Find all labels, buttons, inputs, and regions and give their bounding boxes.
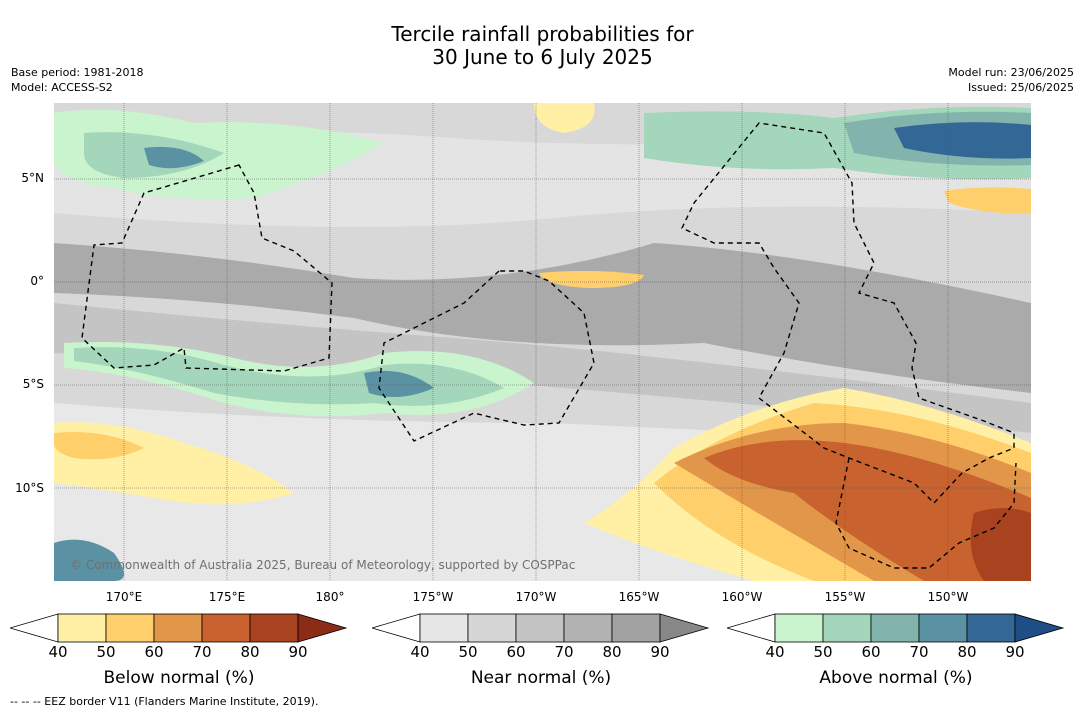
colorbar-swatch	[918, 613, 968, 643]
colorbar-tick-label: 90	[650, 643, 670, 661]
colorbar-extend-low	[727, 613, 776, 643]
colorbar-tick-label: 80	[240, 643, 260, 661]
above-normal-sw-corner	[54, 539, 124, 581]
below-normal-top-patch	[534, 103, 595, 133]
colorbar-tick-label: 80	[602, 643, 622, 661]
colorbar-swatch	[419, 613, 469, 643]
colorbar-tick-label: 70	[192, 643, 212, 661]
lon-label-175w: 175°W	[412, 590, 454, 604]
colorbar-swatch	[563, 613, 613, 643]
lon-label-160w: 160°W	[721, 590, 763, 604]
colorbar-swatch	[870, 613, 920, 643]
below-normal-ne-patch	[944, 187, 1031, 214]
model-name: Model: ACCESS-S2	[11, 81, 113, 94]
eez-border-east	[681, 122, 1015, 505]
above-normal-nw-core	[144, 146, 204, 169]
colorbar-below-swatches	[10, 613, 348, 643]
mid-gray-band	[54, 303, 1031, 433]
colorbar-extend-high	[1014, 613, 1065, 643]
above-normal-sw-core	[364, 370, 434, 397]
colorbar-title-below: Below normal (%)	[103, 668, 255, 688]
lon-label-180: 180°	[315, 590, 345, 604]
colorbar-tick-label: 50	[813, 643, 833, 661]
colorbar-tick-label: 40	[410, 643, 430, 661]
lon-label-150w: 150°W	[927, 590, 969, 604]
colorbar-tick-label: 70	[909, 643, 929, 661]
dark-gray-band	[54, 243, 1031, 393]
colorbar-swatch	[966, 613, 1016, 643]
colorbar-title-near: Near normal (%)	[470, 668, 612, 688]
below-normal-equator	[539, 270, 644, 288]
colorbar-tick-label: 40	[765, 643, 785, 661]
colorbar-below-normal	[10, 613, 348, 643]
colorbar-extend-high	[297, 613, 348, 643]
below-normal-sw-inner	[54, 432, 144, 460]
copyright-notice: © Commonwealth of Australia 2025, Bureau…	[70, 558, 576, 572]
colorbar-above-normal	[727, 613, 1065, 643]
colorbar-swatch	[611, 613, 661, 643]
colorbar-tick-label: 50	[458, 643, 478, 661]
colorbar-tick-label: 60	[144, 643, 164, 661]
base-period: Base period: 1981-2018	[11, 66, 144, 79]
colorbar-tick-label: 90	[288, 643, 308, 661]
colorbar-swatch	[105, 613, 155, 643]
eez-legend-note: -- -- -- EEZ border V11 (Flanders Marine…	[10, 695, 319, 708]
lat-label-10s: 10°S	[15, 481, 44, 495]
eez-border-south-east	[835, 457, 1017, 569]
lon-label-170e: 170°E	[105, 590, 143, 604]
lat-label-5n: 5°N	[21, 171, 44, 185]
colorbar-extend-high	[659, 613, 710, 643]
lat-label-5s: 5°S	[22, 377, 44, 391]
colorbar-tick-label: 90	[1005, 643, 1025, 661]
above-normal-ne-core	[894, 122, 1031, 159]
eez-border-central	[378, 270, 595, 442]
colorbar-swatch	[774, 613, 824, 643]
lon-label-165w: 165°W	[618, 590, 660, 604]
colorbar-tick-label: 60	[506, 643, 526, 661]
colorbar-extend-low	[372, 613, 421, 643]
lat-label-0: 0°	[30, 274, 44, 288]
colorbar-tick-label: 80	[957, 643, 977, 661]
colorbar-near-swatches	[372, 613, 710, 643]
issued-date: Issued: 25/06/2025	[967, 81, 1074, 94]
colorbar-tick-label: 70	[554, 643, 574, 661]
model-run: Model run: 23/06/2025	[948, 66, 1074, 79]
rainfall-probability-map	[54, 103, 1031, 581]
colorbar-near-normal	[372, 613, 710, 643]
below-normal-se-4	[704, 440, 1031, 581]
colorbar-swatch	[467, 613, 517, 643]
colorbar-tick-label: 60	[861, 643, 881, 661]
colorbar-above-swatches	[727, 613, 1065, 643]
below-normal-se-core	[970, 508, 1031, 581]
colorbar-swatch	[249, 613, 299, 643]
map-title-line1: Tercile rainfall probabilities for	[391, 22, 694, 46]
colorbar-swatch	[515, 613, 565, 643]
colorbar-swatch	[57, 613, 107, 643]
map-title-line2: 30 June to 6 July 2025	[432, 45, 653, 69]
lon-label-170w: 170°W	[515, 590, 557, 604]
colorbar-title-above: Above normal (%)	[819, 668, 973, 688]
lon-label-155w: 155°W	[824, 590, 866, 604]
lon-label-175e: 175°E	[208, 590, 246, 604]
colorbar-tick-label: 50	[96, 643, 116, 661]
colorbar-extend-low	[10, 613, 59, 643]
colorbar-swatch	[201, 613, 251, 643]
colorbar-tick-label: 40	[48, 643, 68, 661]
colorbar-swatch	[822, 613, 872, 643]
colorbar-swatch	[153, 613, 203, 643]
